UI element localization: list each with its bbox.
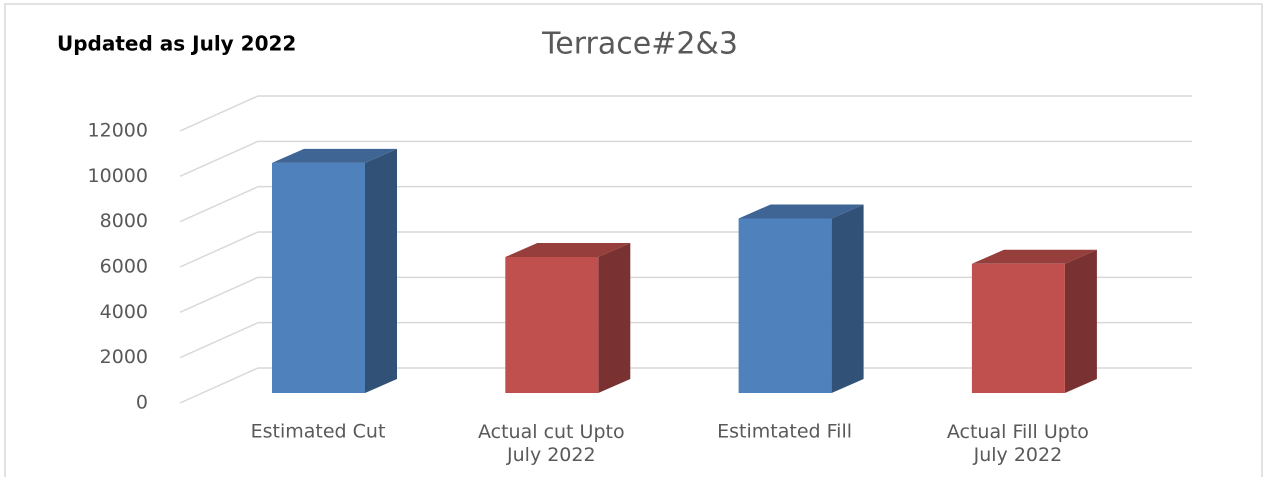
x-tick-label: Estimtated Fill — [717, 421, 852, 443]
y-tick-label: 0 — [136, 392, 148, 414]
bar-top — [505, 243, 631, 257]
bar — [272, 162, 365, 393]
bar-side — [598, 243, 631, 393]
y-tick-label: 6000 — [100, 256, 148, 278]
grid-line — [179, 321, 259, 359]
bar-top — [272, 148, 397, 163]
grid-line — [179, 276, 259, 314]
x-tick-label: Estimated Cut — [251, 421, 386, 443]
chart-border — [4, 3, 1263, 477]
x-tick-label: Actual cut Upto July 2022 — [478, 421, 625, 466]
y-tick-label: 10000 — [88, 165, 148, 187]
bar — [971, 263, 1065, 393]
y-tick-label: 2000 — [100, 346, 148, 368]
grid-line — [179, 185, 259, 223]
y-tick-label: 12000 — [88, 120, 148, 142]
bar-top — [738, 204, 864, 219]
grid-line — [179, 95, 259, 132]
grid-line — [179, 231, 259, 268]
bar-side — [1064, 249, 1097, 393]
bar-top — [971, 249, 1097, 264]
y-tick-label: 4000 — [100, 301, 148, 323]
grid-line — [179, 140, 259, 178]
bar — [738, 218, 832, 393]
bar-side — [365, 148, 397, 393]
x-tick-label: Actual Fill Upto July 2022 — [947, 421, 1089, 466]
y-tick-label: 8000 — [100, 210, 148, 232]
grid-line — [179, 367, 259, 404]
chart-title: Terrace#2&3 — [541, 27, 738, 62]
chart-subtitle: Updated as July 2022 — [57, 32, 296, 56]
bar — [505, 257, 599, 393]
bar-side — [831, 204, 864, 393]
